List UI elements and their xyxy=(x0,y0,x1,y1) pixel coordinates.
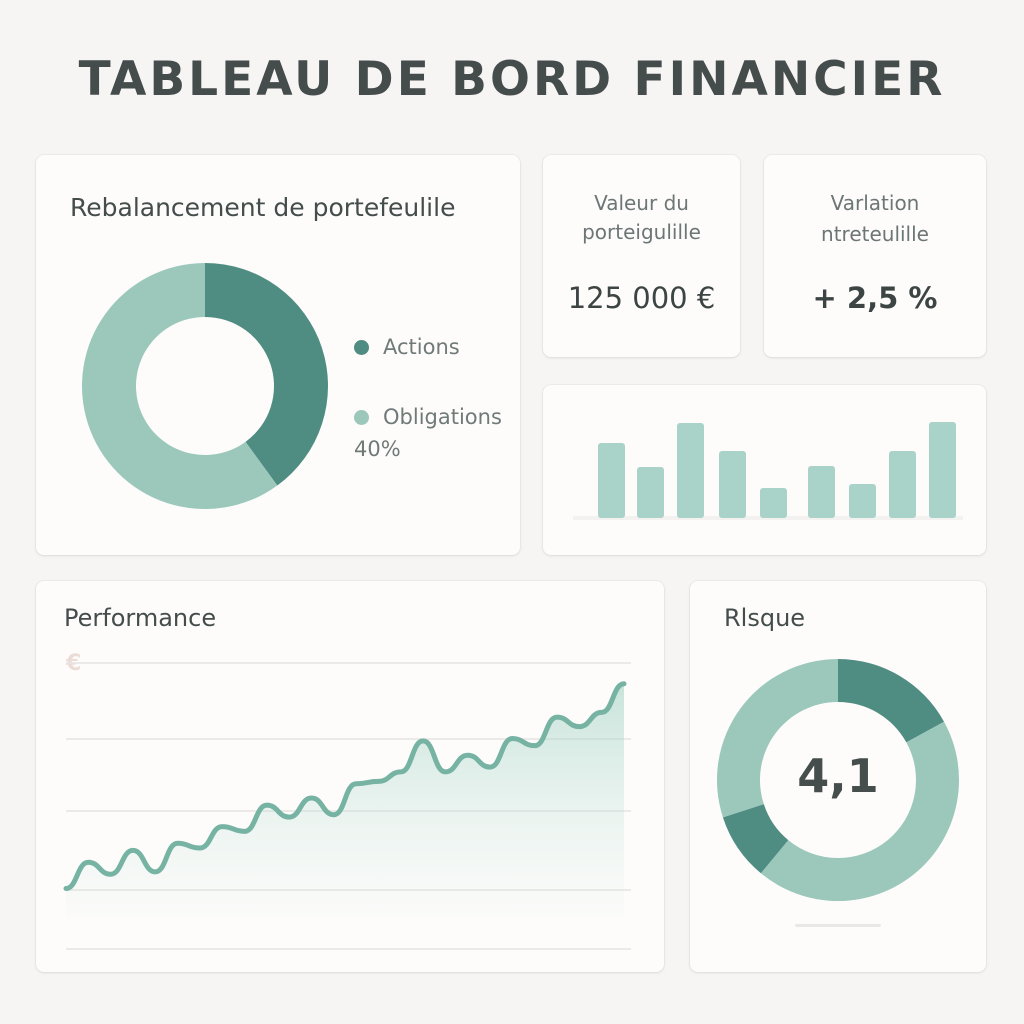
legend-value-obligations: 40% xyxy=(354,437,401,461)
risk-title: Rlsque xyxy=(724,604,806,632)
donut-segment xyxy=(205,263,328,486)
donut-segment xyxy=(717,659,838,818)
bar xyxy=(677,423,704,518)
legend-dot-obligations xyxy=(354,410,369,425)
donut-segment xyxy=(760,721,959,901)
portfolio-value-label-line1: Valeur du xyxy=(594,191,689,215)
legend-item-actions[interactable]: Actions xyxy=(354,331,460,363)
performance-card: Performance € xyxy=(36,581,664,972)
page-title: TABLEAU DE BORD FINANCIER xyxy=(78,52,946,107)
risk-card: Rlsque 4,1 xyxy=(690,581,986,972)
bar xyxy=(808,466,835,518)
portfolio-value-card: Valeur du porteigulille 125 000 € xyxy=(543,155,740,357)
portfolio-value-label-line2: porteigulille xyxy=(582,220,701,244)
rebalancing-card: Rebalancement de portefeulile Actions Ob… xyxy=(36,155,520,555)
bar xyxy=(719,451,746,518)
variation-label-line1: Varlation xyxy=(830,191,920,215)
legend-item-obligations[interactable]: Obligations 40% xyxy=(354,401,502,465)
bar xyxy=(889,451,916,518)
variation-value: + 2,5 % xyxy=(812,281,938,315)
risk-donut-chart xyxy=(717,659,959,901)
donut-segment xyxy=(722,804,789,874)
bar xyxy=(637,467,664,518)
variation-label-line2: ntreteulille xyxy=(821,222,929,246)
portfolio-value: 125 000 € xyxy=(567,281,716,315)
legend-label-actions: Actions xyxy=(383,335,460,359)
risk-score: 4,1 xyxy=(797,749,879,803)
risk-shadow xyxy=(795,924,881,927)
bar xyxy=(929,422,956,518)
bar-chart-card xyxy=(543,385,986,555)
legend-dot-actions xyxy=(354,340,369,355)
donut-segment xyxy=(81,263,278,510)
bar xyxy=(760,488,787,518)
performance-title: Performance xyxy=(64,604,217,632)
bar xyxy=(598,443,625,518)
performance-line-chart xyxy=(63,662,631,950)
performance-line xyxy=(63,681,627,891)
rebalancing-title: Rebalancement de portefeulile xyxy=(70,193,456,222)
donut-segment xyxy=(838,659,945,743)
allocation-donut-chart xyxy=(81,263,328,510)
bar-chart xyxy=(573,422,963,520)
legend-label-obligations: Obligations xyxy=(383,405,502,429)
variation-card: Varlation ntreteulille + 2,5 % xyxy=(764,155,986,357)
bar xyxy=(849,484,876,518)
